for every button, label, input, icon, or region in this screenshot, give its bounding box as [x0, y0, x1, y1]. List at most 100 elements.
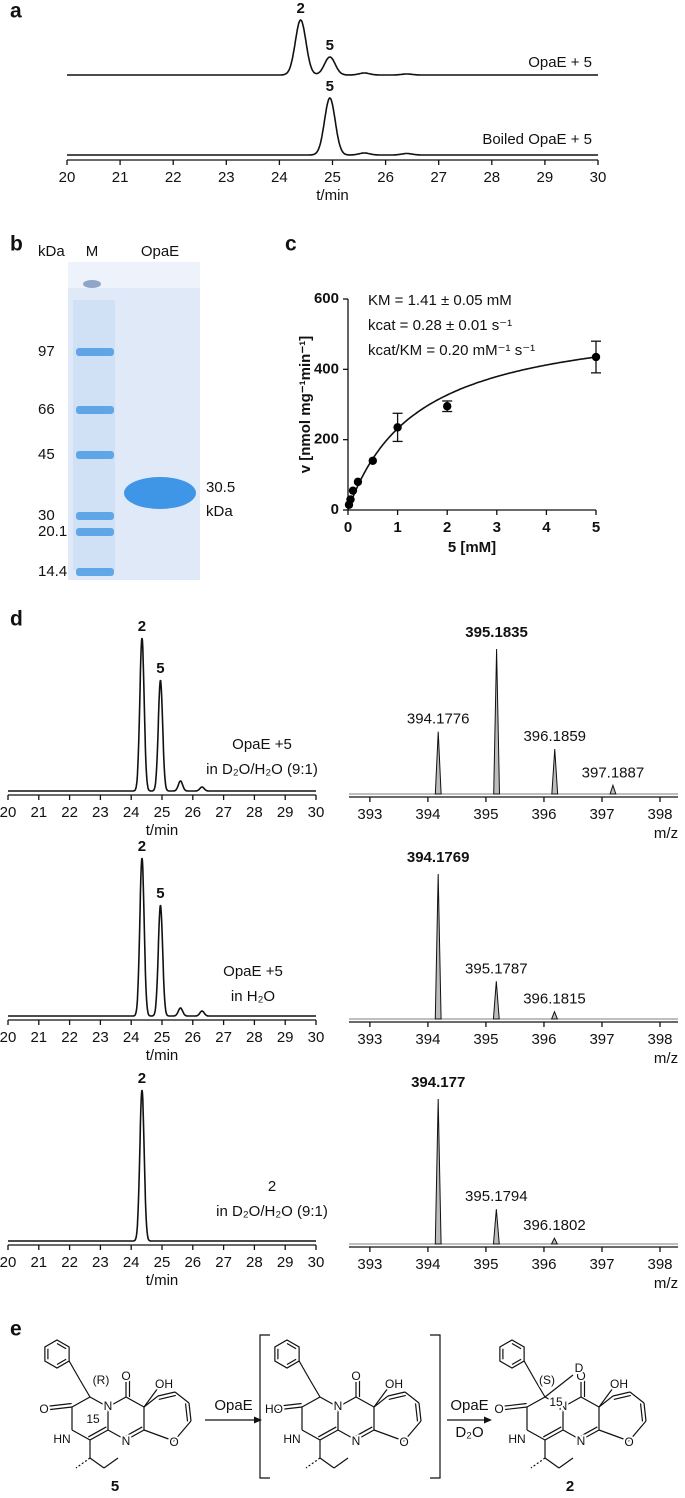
bond	[500, 1402, 527, 1408]
atom-label: HN	[53, 1432, 70, 1446]
bond	[319, 1429, 339, 1441]
arrow-head	[484, 1416, 492, 1424]
point	[353, 477, 363, 487]
bond	[544, 1457, 560, 1469]
x-tick-label: 397	[589, 1256, 614, 1273]
peak-label: 2	[138, 838, 146, 855]
point	[368, 456, 377, 465]
panel-label: e	[10, 1318, 22, 1341]
x-tick-label: 396	[531, 1031, 556, 1048]
x-tick-label: 24	[123, 804, 140, 821]
x-tick-label: 21	[30, 1254, 47, 1271]
bond	[562, 1396, 582, 1408]
bond	[275, 1406, 303, 1411]
marker-label: 66	[38, 401, 55, 418]
bond	[75, 1457, 91, 1469]
x-axis-label: t/min	[146, 1272, 179, 1289]
x-tick-label: 393	[357, 1256, 382, 1273]
bond	[500, 1406, 528, 1411]
x-tick-label: 28	[246, 1254, 263, 1271]
x-tick-label: 23	[218, 169, 235, 186]
bond	[45, 1402, 72, 1408]
y-axis-label: v [nmol mg⁻¹min⁻¹]	[297, 336, 314, 474]
peak-label: 2	[296, 0, 304, 17]
band-label: kDa	[206, 503, 233, 520]
bond	[184, 1403, 189, 1422]
bond	[511, 1358, 522, 1366]
bracket	[259, 1334, 270, 1479]
trace	[8, 1089, 316, 1242]
y-tick-label: 200	[314, 431, 339, 448]
x-tick-label: 26	[184, 1029, 201, 1046]
ms-peak	[551, 749, 559, 795]
atom-label: O	[576, 1369, 585, 1383]
bond	[418, 1402, 422, 1422]
bond	[103, 1457, 119, 1469]
panel-label: a	[10, 0, 22, 23]
bond	[305, 1457, 321, 1469]
peak-label: 395.1794	[465, 1188, 528, 1205]
x-tick-label: 24	[123, 1254, 140, 1271]
bond	[580, 1396, 600, 1408]
bond	[318, 1426, 337, 1438]
x-tick-label: 393	[357, 806, 382, 823]
structure	[499, 1339, 647, 1469]
benzene-ring	[274, 1339, 300, 1369]
peak-label: 396.1802	[523, 1217, 586, 1234]
bond	[544, 1429, 564, 1441]
panel-label: b	[10, 233, 23, 256]
ms-peak	[550, 1010, 559, 1020]
marker-band	[76, 568, 114, 576]
trace-name: 2	[268, 1178, 276, 1195]
arrow-label: OpaE	[214, 1397, 252, 1414]
atom-label: OH	[610, 1377, 628, 1391]
bond	[45, 1406, 73, 1411]
band-label: 30.5	[206, 479, 235, 496]
bond	[543, 1426, 562, 1438]
bond	[511, 1342, 522, 1350]
x-tick-label: 23	[92, 1254, 109, 1271]
x-tick-label: 22	[61, 1254, 78, 1271]
bond	[286, 1358, 297, 1366]
opae-band	[124, 477, 196, 509]
panel-label: d	[10, 608, 23, 631]
structure	[274, 1339, 422, 1469]
x-tick-label: 21	[112, 169, 129, 186]
bond	[403, 1420, 422, 1442]
x-tick-label: 30	[308, 1254, 325, 1271]
bond	[68, 1360, 81, 1381]
bond	[275, 1402, 302, 1408]
x-tick-label: 27	[215, 1029, 232, 1046]
bond	[309, 1379, 321, 1398]
x-tick-label: 26	[377, 169, 394, 186]
x-tick-label: 398	[647, 1256, 672, 1273]
x-tick-label: 28	[246, 804, 263, 821]
x-tick-label: 394	[415, 806, 440, 823]
x-tick-label: 21	[30, 1029, 47, 1046]
x-tick-label: 395	[473, 806, 498, 823]
atom-label: N	[104, 1399, 113, 1413]
x-tick-label: 20	[0, 1029, 16, 1046]
x-tick-label: 29	[277, 1029, 294, 1046]
point	[443, 402, 452, 411]
gel-header: OpaE	[141, 243, 179, 260]
x-axis-label: 5 [mM]	[448, 539, 496, 556]
bond	[526, 1396, 546, 1408]
ms-peak	[492, 1209, 500, 1245]
bond	[88, 1426, 107, 1438]
atom-label: (S)	[539, 1373, 555, 1387]
atom-label: N	[334, 1399, 343, 1413]
bond	[286, 1342, 297, 1350]
bond	[89, 1457, 105, 1469]
bond	[388, 1394, 406, 1400]
trace-name: in D₂O/H₂O (9:1)	[206, 761, 318, 778]
x-tick-label: 395	[473, 1031, 498, 1048]
peak-label: 2	[138, 618, 146, 635]
bond	[333, 1457, 349, 1469]
bond	[143, 1387, 159, 1408]
x-tick-label: 398	[647, 806, 672, 823]
x-axis-label: m/z	[654, 825, 678, 842]
structure	[44, 1339, 192, 1469]
bond	[319, 1396, 339, 1408]
x-tick-label: 24	[123, 1029, 140, 1046]
